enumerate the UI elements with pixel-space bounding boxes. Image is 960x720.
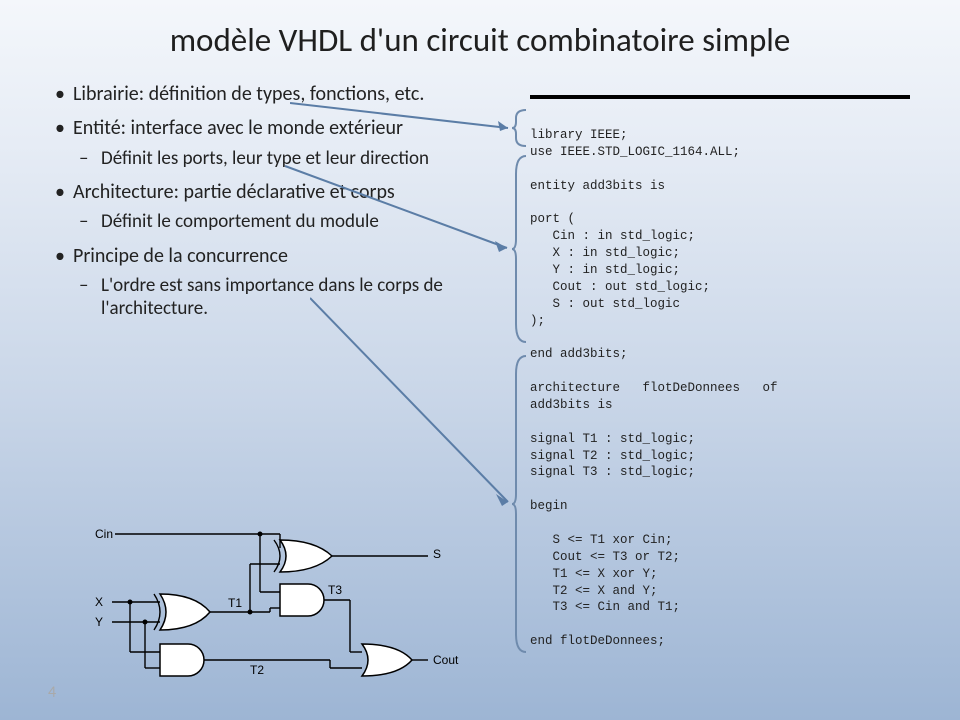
bullet-item: Librairie: définition de types, fonction… [73, 82, 475, 106]
bullet-item: Principe de la concurrence L'ordre est s… [73, 244, 475, 321]
xor-gate-icon [154, 594, 210, 630]
code-block-divider [530, 95, 910, 99]
brace-icon [510, 354, 528, 654]
bullet-text: L'ordre est sans importance dans le corp… [101, 274, 443, 320]
code-block: library IEEE; use IEEE.STD_LOGIC_1164.AL… [530, 110, 900, 650]
slide: modèle VHDL d'un circuit combinatoire si… [0, 0, 960, 720]
diagram-label-cout: Cout [433, 653, 459, 667]
or-gate-icon [362, 644, 412, 676]
bullet-text: Principe de la concurrence [73, 244, 288, 268]
bullet-text: Librairie: définition de types, fonction… [73, 82, 424, 106]
diagram-label-x: X [95, 595, 103, 609]
diagram-label-t3: T3 [328, 583, 342, 597]
bullet-list: Librairie: définition de types, fonction… [55, 82, 475, 330]
brace-icon [510, 154, 528, 344]
slide-title: modèle VHDL d'un circuit combinatoire si… [0, 20, 960, 60]
bullet-text: Définit les ports, leur type et leur dir… [101, 147, 429, 170]
and-gate-icon [280, 584, 324, 616]
diagram-label-s: S [433, 547, 441, 561]
circuit-diagram: .gate { fill:#fff; stroke:#000; stroke-w… [50, 524, 470, 704]
diagram-label-cin: Cin [95, 527, 113, 541]
code-entity: entity add3bits is port ( Cin : in std_l… [530, 179, 710, 362]
diagram-label-t1: T1 [228, 596, 242, 610]
bullet-text: Définit le comportement du module [101, 210, 379, 233]
sub-bullet-item: L'ordre est sans importance dans le corp… [101, 274, 475, 320]
sub-bullet-item: Définit le comportement du module [101, 210, 475, 233]
bullet-text: Architecture: partie déclarative et corp… [73, 180, 395, 204]
diagram-label-t2: T2 [250, 663, 264, 677]
brace-icon [510, 108, 528, 148]
code-architecture: architecture flotDeDonnees of add3bits i… [530, 381, 778, 648]
code-library: library IEEE; use IEEE.STD_LOGIC_1164.AL… [530, 128, 740, 159]
and-gate-icon [160, 644, 204, 676]
bullet-item: Entité: interface avec le monde extérieu… [73, 116, 475, 170]
bullet-text: Entité: interface avec le monde extérieu… [73, 116, 403, 140]
sub-bullet-item: Définit les ports, leur type et leur dir… [101, 147, 475, 170]
xor-gate-icon [274, 540, 332, 572]
page-number: 4 [48, 683, 56, 702]
bullet-item: Architecture: partie déclarative et corp… [73, 180, 475, 234]
diagram-label-y: Y [95, 615, 103, 629]
